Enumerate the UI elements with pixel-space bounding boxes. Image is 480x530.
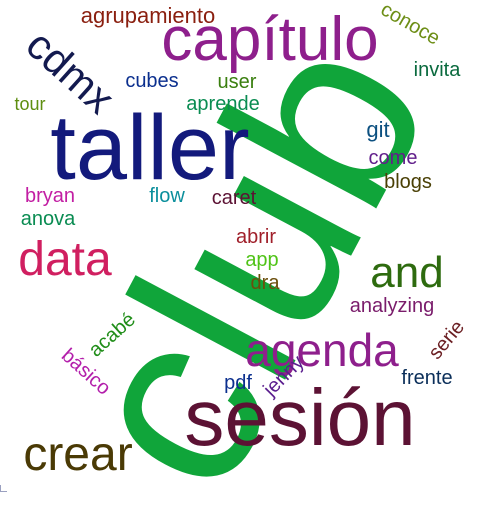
word-capitulo: capítulo <box>161 5 379 74</box>
word-taller: taller <box>50 97 250 199</box>
word-anova: anova <box>20 208 76 230</box>
word-pdf: pdf <box>224 372 252 394</box>
word-user: user <box>217 71 257 93</box>
word-crear: crear <box>23 428 133 481</box>
word-and: and <box>370 248 444 297</box>
word-agrupamiento: agrupamiento <box>80 3 216 28</box>
corner-mark <box>0 485 7 492</box>
word-cloud: club sesión taller capítulo agenda crear… <box>14 0 480 530</box>
word-git: git <box>366 117 390 142</box>
word-dra: dra <box>250 272 280 294</box>
word-analyzing: analyzing <box>349 295 435 317</box>
word-caret: caret <box>211 187 257 209</box>
word-aprende: aprende <box>186 93 260 115</box>
word-frente: frente <box>401 367 453 389</box>
word-bryan: bryan <box>24 185 76 207</box>
word-tour: tour <box>14 94 46 114</box>
word-come: come <box>368 147 418 169</box>
word-invita: invita <box>413 59 461 81</box>
word-sesion: sesión <box>184 373 416 462</box>
word-serie: serie <box>424 316 470 364</box>
word-data: data <box>18 233 112 286</box>
word-agenda: agenda <box>245 324 399 376</box>
word-abrir: abrir <box>235 226 276 248</box>
word-conoce: conoce <box>376 0 444 50</box>
word-flow: flow <box>149 185 185 207</box>
word-cubes: cubes <box>125 70 179 92</box>
word-blogs: blogs <box>384 171 432 193</box>
word-app: app <box>245 249 279 271</box>
